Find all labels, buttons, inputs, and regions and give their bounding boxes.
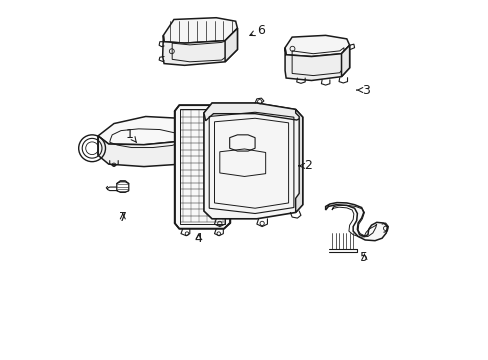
Polygon shape [224, 28, 237, 62]
Text: 7: 7 [119, 211, 126, 224]
Polygon shape [163, 28, 237, 66]
Text: 6: 6 [249, 23, 265, 37]
Polygon shape [203, 103, 302, 121]
Polygon shape [163, 18, 237, 43]
Polygon shape [325, 203, 386, 241]
Polygon shape [285, 45, 349, 81]
Polygon shape [98, 132, 200, 167]
Text: 2: 2 [298, 159, 311, 172]
Polygon shape [98, 117, 200, 145]
Text: 1: 1 [125, 128, 136, 143]
Polygon shape [341, 45, 349, 77]
Polygon shape [285, 35, 349, 57]
Polygon shape [174, 105, 230, 229]
Polygon shape [295, 109, 302, 212]
Text: 3: 3 [356, 84, 369, 96]
Polygon shape [203, 103, 302, 219]
Text: 4: 4 [194, 232, 202, 245]
Text: 5: 5 [360, 251, 367, 264]
